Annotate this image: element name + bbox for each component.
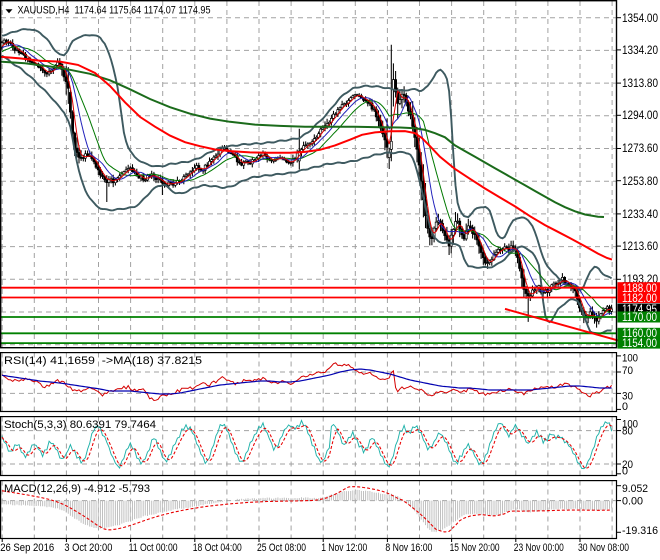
svg-text:1213.60: 1213.60 (622, 241, 658, 253)
svg-text:1294.00: 1294.00 (622, 110, 658, 122)
svg-text:1 Nov 12:00: 1 Nov 12:00 (321, 542, 367, 554)
svg-text:1273.60: 1273.60 (622, 143, 658, 155)
svg-text:XAUUSD,H4 1174.64 1175.64 117: XAUUSD,H4 1174.64 1175.64 1174.07 1174.9… (18, 5, 211, 17)
svg-text:1334.20: 1334.20 (622, 45, 658, 57)
svg-text:30 Nov 08:00: 30 Nov 08:00 (578, 542, 629, 554)
svg-text:100: 100 (622, 419, 638, 431)
svg-text:1154.00: 1154.00 (622, 338, 657, 350)
svg-text:RSI(14) 41.1659 ->MA(18) 37.8: RSI(14) 41.1659 ->MA(18) 37.8215 (4, 355, 202, 367)
svg-text:0.00: 0.00 (622, 496, 643, 508)
svg-text:1253.80: 1253.80 (622, 176, 658, 188)
svg-text:25 Oct 08:00: 25 Oct 08:00 (257, 542, 306, 554)
svg-text:15 Nov 20:00: 15 Nov 20:00 (450, 542, 500, 554)
svg-text:18 Oct 04:00: 18 Oct 04:00 (193, 542, 242, 554)
svg-text:1354.00: 1354.00 (622, 13, 658, 25)
svg-text:MACD(12,26,9) -4.912 -5.793: MACD(12,26,9) -4.912 -5.793 (4, 483, 150, 495)
svg-text:23 Nov 00:00: 23 Nov 00:00 (514, 542, 564, 554)
svg-text:100: 100 (622, 353, 638, 365)
svg-text:Stoch(5,3,3) 80.6391 79.7464: Stoch(5,3,3) 80.6391 79.7464 (4, 419, 156, 431)
svg-text:0: 0 (622, 466, 628, 478)
svg-text:30: 30 (622, 391, 633, 403)
svg-text:9.052: 9.052 (622, 483, 648, 495)
svg-text:20: 20 (622, 459, 633, 471)
svg-text:0: 0 (622, 401, 628, 413)
svg-text:1313.80: 1313.80 (622, 78, 658, 90)
svg-text:8 Nov 16:00: 8 Nov 16:00 (385, 542, 432, 554)
svg-text:11 Oct 00:00: 11 Oct 00:00 (129, 542, 178, 554)
svg-text:80: 80 (622, 426, 633, 438)
svg-text:-19.316: -19.316 (622, 525, 658, 537)
svg-text:1233.40: 1233.40 (622, 209, 658, 221)
svg-text:70: 70 (622, 365, 633, 377)
svg-text:26 Sep 2016: 26 Sep 2016 (0, 542, 54, 554)
svg-text:1182.00: 1182.00 (622, 293, 657, 305)
svg-text:3 Oct 20:00: 3 Oct 20:00 (64, 542, 112, 554)
svg-text:1170.00: 1170.00 (622, 312, 657, 324)
svg-text:1160.00: 1160.00 (622, 328, 657, 340)
